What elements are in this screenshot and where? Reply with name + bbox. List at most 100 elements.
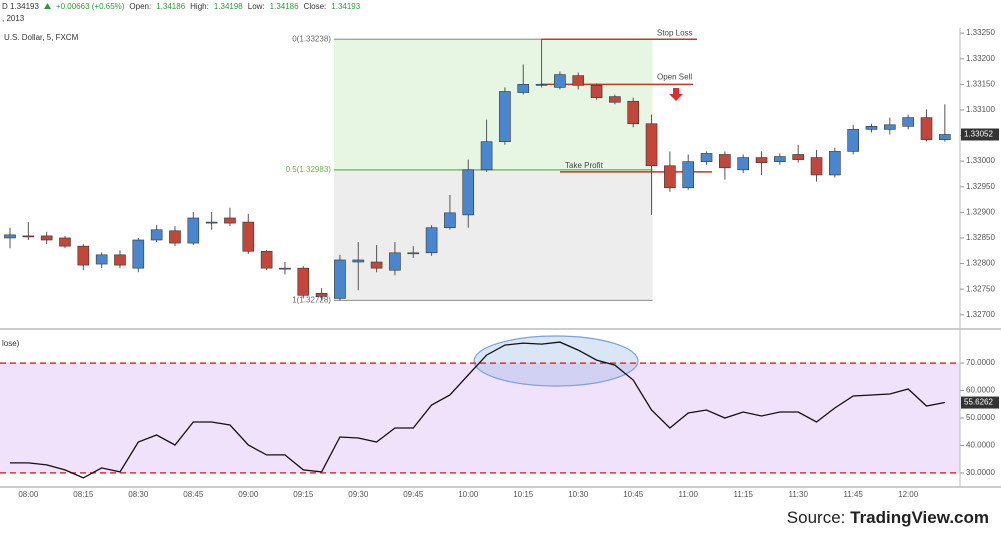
x-tick-label: 08:45 — [183, 490, 204, 499]
candle-body — [554, 74, 566, 88]
header-row: D 1.34193 +0.00663 (+0.65%) Open: 1.3418… — [0, 0, 1001, 12]
trade-level-label: Take Profit — [565, 161, 604, 170]
candle-body — [664, 165, 676, 189]
candle-body — [205, 221, 218, 224]
x-tick-label: 10:15 — [513, 490, 534, 499]
fib-zone-upper — [333, 39, 653, 170]
y-tick-label: 1.33150 — [966, 79, 995, 88]
x-tick-label: 09:30 — [348, 490, 369, 499]
x-tick-label: 09:45 — [403, 490, 424, 499]
trade-level-label: Stop Loss — [657, 28, 693, 37]
y-tick-label: 1.33200 — [966, 54, 995, 63]
candle-body — [590, 85, 603, 98]
candle-body — [187, 217, 200, 244]
candle-body — [370, 261, 383, 269]
candle-body — [609, 96, 621, 103]
candle-body — [114, 254, 126, 266]
y-tick-label: 1.32750 — [966, 284, 995, 293]
x-tick-label: 12:00 — [898, 490, 919, 499]
candle-body — [774, 156, 786, 162]
candle-body — [755, 157, 768, 163]
candle-body — [645, 123, 658, 167]
candle-body — [59, 237, 71, 247]
close-label: Close: — [303, 1, 327, 11]
x-tick-label: 09:00 — [238, 490, 259, 499]
candle-body — [407, 252, 420, 255]
fib-label: 1(1.32728) — [292, 296, 331, 305]
candle-body — [279, 267, 291, 270]
candle-body — [792, 154, 804, 160]
candle-body — [737, 157, 750, 171]
candle-body — [884, 124, 896, 130]
open-value: 1.34186 — [156, 1, 186, 11]
fib-label: 0.5(1.32983) — [286, 165, 332, 174]
candle-body — [334, 259, 346, 299]
y-tick-label: 1.32900 — [966, 207, 995, 216]
x-tick-label: 09:15 — [293, 490, 314, 499]
candle-body — [150, 229, 163, 241]
candle-body — [444, 212, 456, 229]
candle-body — [847, 129, 859, 152]
candle-body — [315, 292, 328, 297]
background-layer — [0, 38, 960, 473]
candle-body — [719, 154, 731, 169]
x-tick-label: 08:15 — [73, 490, 94, 499]
value-label-box — [961, 396, 999, 409]
change: +0.00663 (+0.65%) — [55, 1, 125, 11]
header: D 1.34193 +0.00663 (+0.65%) Open: 1.3418… — [0, 0, 1001, 28]
open-label: Open: — [129, 1, 152, 11]
up-arrow — [43, 3, 51, 9]
y-tick-label: 50.0000 — [966, 413, 995, 422]
indicator-title: lose) — [2, 339, 20, 348]
x-tick-label: 11:15 — [733, 490, 753, 499]
close-value: 1.34193 — [331, 1, 361, 11]
candle-body — [95, 254, 108, 265]
trade-level-label: Open Sell — [657, 72, 692, 81]
source-prefix: Source: — [786, 508, 846, 527]
candle-body — [40, 235, 53, 241]
date: , 2013 — [2, 13, 25, 23]
indicator-line — [10, 341, 945, 479]
y-tick-label: 1.32800 — [966, 259, 995, 268]
candle-body — [352, 259, 365, 263]
last-price-box — [961, 128, 999, 141]
candle-body — [4, 234, 16, 239]
candle-body — [902, 117, 914, 127]
x-tick-label: 10:45 — [623, 490, 644, 499]
candle-body — [627, 100, 640, 125]
y-tick-label: 1.33000 — [966, 156, 995, 165]
y-tick-label: 1.32850 — [966, 233, 995, 242]
candle-body — [480, 141, 493, 171]
candle-body — [829, 151, 841, 176]
x-tick-label: 11:00 — [678, 490, 698, 499]
candle-body — [535, 84, 548, 86]
candle-body — [425, 227, 438, 254]
x-tick-label: 11:30 — [788, 490, 808, 499]
candle-body — [700, 153, 713, 162]
x-tick-label: 08:30 — [128, 490, 149, 499]
y-tick-label: 1.33250 — [966, 28, 995, 37]
low-label: Low: — [247, 1, 265, 11]
y-tick-label: 40.0000 — [966, 441, 995, 450]
candle-body — [297, 267, 310, 296]
source: Source: TradingView.com — [787, 508, 989, 528]
candle-body — [169, 230, 181, 244]
candle-body — [572, 75, 585, 86]
candle-body — [462, 169, 475, 216]
y-tick-label: 1.33100 — [966, 105, 995, 114]
header-row: , 2013 — [0, 12, 1001, 24]
x-tick-label: 11:45 — [843, 490, 863, 499]
candle-body — [517, 84, 530, 93]
source-name: TradingView.com — [850, 508, 989, 527]
candle-body — [242, 221, 255, 252]
candle-body — [389, 252, 401, 271]
chart-title: U.S. Dollar, 5, FXCM — [4, 33, 79, 42]
candle-body — [224, 217, 236, 224]
y-tick-label: 1.32950 — [966, 182, 995, 191]
candle-body — [499, 91, 511, 142]
indicator-band — [0, 363, 960, 473]
last-price-label: 1.33052 — [964, 130, 993, 139]
y-tick-label: 1.32700 — [966, 310, 995, 319]
